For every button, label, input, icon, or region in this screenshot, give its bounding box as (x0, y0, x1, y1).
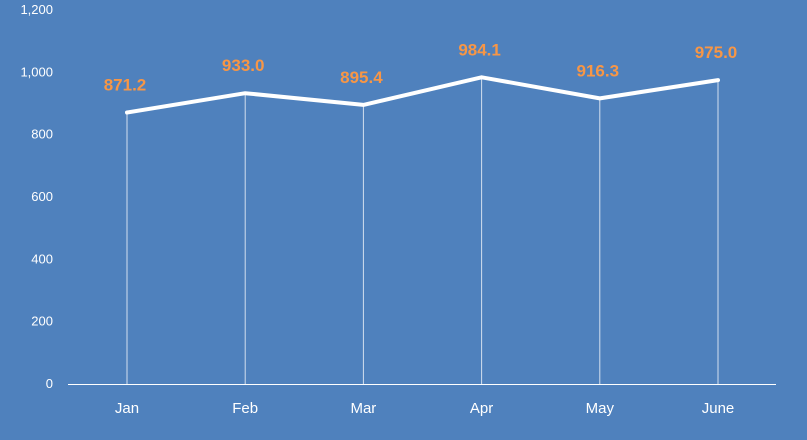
y-tick-label: 800 (31, 127, 53, 142)
data-label: 933.0 (222, 56, 265, 75)
y-tick-label: 1,000 (20, 64, 53, 79)
x-axis-ticks: Jan Feb Mar Apr May June (115, 400, 734, 417)
y-axis-ticks: 0 200 400 600 800 1,000 1,200 (20, 2, 53, 391)
data-label: 984.1 (458, 40, 501, 59)
y-tick-label: 200 (31, 314, 53, 329)
x-tick-label: Feb (232, 400, 258, 417)
x-tick-label: May (586, 400, 615, 417)
data-labels: 871.2 933.0 895.4 984.1 916.3 975.0 (104, 40, 738, 94)
y-tick-label: 400 (31, 251, 53, 266)
data-label: 975.0 (695, 43, 738, 62)
y-tick-label: 600 (31, 189, 53, 204)
data-label: 916.3 (577, 61, 620, 80)
x-tick-label: Apr (470, 400, 493, 417)
y-tick-label: 0 (46, 376, 53, 391)
x-tick-label: Jan (115, 400, 139, 417)
x-tick-label: June (702, 400, 735, 417)
x-tick-label: Mar (350, 400, 376, 417)
series-line (125, 75, 720, 115)
drop-lines (126, 77, 719, 384)
data-label: 871.2 (104, 75, 147, 94)
y-tick-label: 1,200 (20, 2, 53, 17)
data-label: 895.4 (340, 68, 383, 87)
